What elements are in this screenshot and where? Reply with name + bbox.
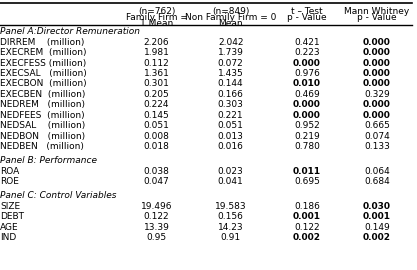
Text: 0.011: 0.011	[293, 167, 321, 176]
Text: ROA: ROA	[0, 167, 19, 176]
Text: 0.95: 0.95	[146, 233, 166, 242]
Text: 0.166: 0.166	[218, 90, 244, 99]
Text: 0.002: 0.002	[363, 233, 391, 242]
Text: 0.122: 0.122	[144, 212, 169, 221]
Text: NEDBEN   (million): NEDBEN (million)	[0, 142, 84, 151]
Text: DIRREM    (million): DIRREM (million)	[0, 38, 84, 47]
Text: 0.122: 0.122	[294, 222, 320, 231]
Text: Panel A:Director Remuneration: Panel A:Director Remuneration	[0, 27, 140, 36]
Text: NEDREM   (million): NEDREM (million)	[0, 100, 85, 109]
Text: 13.39: 13.39	[143, 222, 169, 231]
Text: 0.684: 0.684	[364, 177, 390, 186]
Text: 0.000: 0.000	[363, 38, 391, 47]
Text: 1.435: 1.435	[218, 69, 244, 78]
Text: 0.074: 0.074	[364, 132, 390, 141]
Text: Mann Whitney: Mann Whitney	[344, 7, 409, 16]
Text: 0.186: 0.186	[294, 202, 320, 211]
Text: DEBT: DEBT	[0, 212, 24, 221]
Text: 14.23: 14.23	[218, 222, 244, 231]
Text: 0.038: 0.038	[143, 167, 169, 176]
Text: 0.000: 0.000	[363, 59, 391, 68]
Text: 0.000: 0.000	[363, 69, 391, 78]
Text: p - Value: p - Value	[357, 13, 397, 22]
Text: t – Test: t – Test	[291, 7, 323, 16]
Text: 0.695: 0.695	[294, 177, 320, 186]
Text: 0.224: 0.224	[144, 100, 169, 109]
Text: 0.976: 0.976	[294, 69, 320, 78]
Text: 0.051: 0.051	[218, 121, 244, 130]
Text: 0.000: 0.000	[293, 59, 321, 68]
Text: 0.301: 0.301	[143, 79, 169, 88]
Text: 0.145: 0.145	[143, 111, 169, 120]
Text: 0.952: 0.952	[294, 121, 320, 130]
Text: IND: IND	[0, 233, 16, 242]
Text: 2.042: 2.042	[218, 38, 244, 47]
Text: 0.421: 0.421	[294, 38, 320, 47]
Text: Panel B: Performance: Panel B: Performance	[0, 156, 97, 165]
Text: 0.000: 0.000	[293, 100, 321, 109]
Text: 0.016: 0.016	[218, 142, 244, 151]
Text: 19.583: 19.583	[215, 202, 246, 211]
Text: 0.223: 0.223	[294, 48, 320, 57]
Text: (n=762): (n=762)	[138, 7, 175, 16]
Text: 0.000: 0.000	[363, 48, 391, 57]
Text: 0.018: 0.018	[143, 142, 169, 151]
Text: 0.010: 0.010	[293, 79, 321, 88]
Text: 0.030: 0.030	[363, 202, 391, 211]
Text: Panel C: Control Variables: Panel C: Control Variables	[0, 191, 116, 200]
Text: 0.221: 0.221	[218, 111, 244, 120]
Text: EXECFESS (million): EXECFESS (million)	[0, 59, 86, 68]
Text: 0.072: 0.072	[218, 59, 244, 68]
Text: 0.000: 0.000	[363, 111, 391, 120]
Text: 0.133: 0.133	[364, 142, 390, 151]
Text: ROE: ROE	[0, 177, 19, 186]
Text: 1.981: 1.981	[143, 48, 169, 57]
Text: 0.001: 0.001	[363, 212, 391, 221]
Text: 19.496: 19.496	[141, 202, 172, 211]
Text: EXECREM  (million): EXECREM (million)	[0, 48, 86, 57]
Text: 0.156: 0.156	[218, 212, 244, 221]
Text: 0.219: 0.219	[294, 132, 320, 141]
Text: 0.144: 0.144	[218, 79, 244, 88]
Text: 0.000: 0.000	[363, 100, 391, 109]
Text: 0.149: 0.149	[364, 222, 390, 231]
Text: Family Firm =: Family Firm =	[126, 13, 187, 22]
Text: NEDFEES  (million): NEDFEES (million)	[0, 111, 85, 120]
Text: 0.000: 0.000	[293, 111, 321, 120]
Text: 0.205: 0.205	[143, 90, 169, 99]
Text: Mean: Mean	[219, 19, 243, 28]
Text: Non Family Firm = 0: Non Family Firm = 0	[185, 13, 276, 22]
Text: 0.008: 0.008	[143, 132, 169, 141]
Text: 0.780: 0.780	[294, 142, 320, 151]
Text: 1.361: 1.361	[143, 69, 169, 78]
Text: 0.91: 0.91	[221, 233, 241, 242]
Text: 0.665: 0.665	[364, 121, 390, 130]
Text: 0.051: 0.051	[143, 121, 169, 130]
Text: NEDBON   (million): NEDBON (million)	[0, 132, 85, 141]
Text: 2.206: 2.206	[144, 38, 169, 47]
Text: 0.064: 0.064	[364, 167, 390, 176]
Text: 1 Mean: 1 Mean	[140, 19, 173, 28]
Text: 0.329: 0.329	[364, 90, 390, 99]
Text: 0.047: 0.047	[143, 177, 169, 186]
Text: 0.041: 0.041	[218, 177, 244, 186]
Text: (n=849): (n=849)	[212, 7, 249, 16]
Text: 0.000: 0.000	[363, 79, 391, 88]
Text: 0.303: 0.303	[218, 100, 244, 109]
Text: EXECSAL   (million): EXECSAL (million)	[0, 69, 87, 78]
Text: EXECBON  (million): EXECBON (million)	[0, 79, 87, 88]
Text: 0.001: 0.001	[293, 212, 321, 221]
Text: EXECBEN  (million): EXECBEN (million)	[0, 90, 85, 99]
Text: 0.469: 0.469	[294, 90, 320, 99]
Text: SIZE: SIZE	[0, 202, 20, 211]
Text: 0.023: 0.023	[218, 167, 244, 176]
Text: 0.112: 0.112	[143, 59, 169, 68]
Text: 0.013: 0.013	[218, 132, 244, 141]
Text: 0.002: 0.002	[293, 233, 321, 242]
Text: 1.739: 1.739	[218, 48, 244, 57]
Text: AGE: AGE	[0, 222, 19, 231]
Text: p - Value: p - Value	[287, 13, 327, 22]
Text: NEDSAL    (million): NEDSAL (million)	[0, 121, 85, 130]
